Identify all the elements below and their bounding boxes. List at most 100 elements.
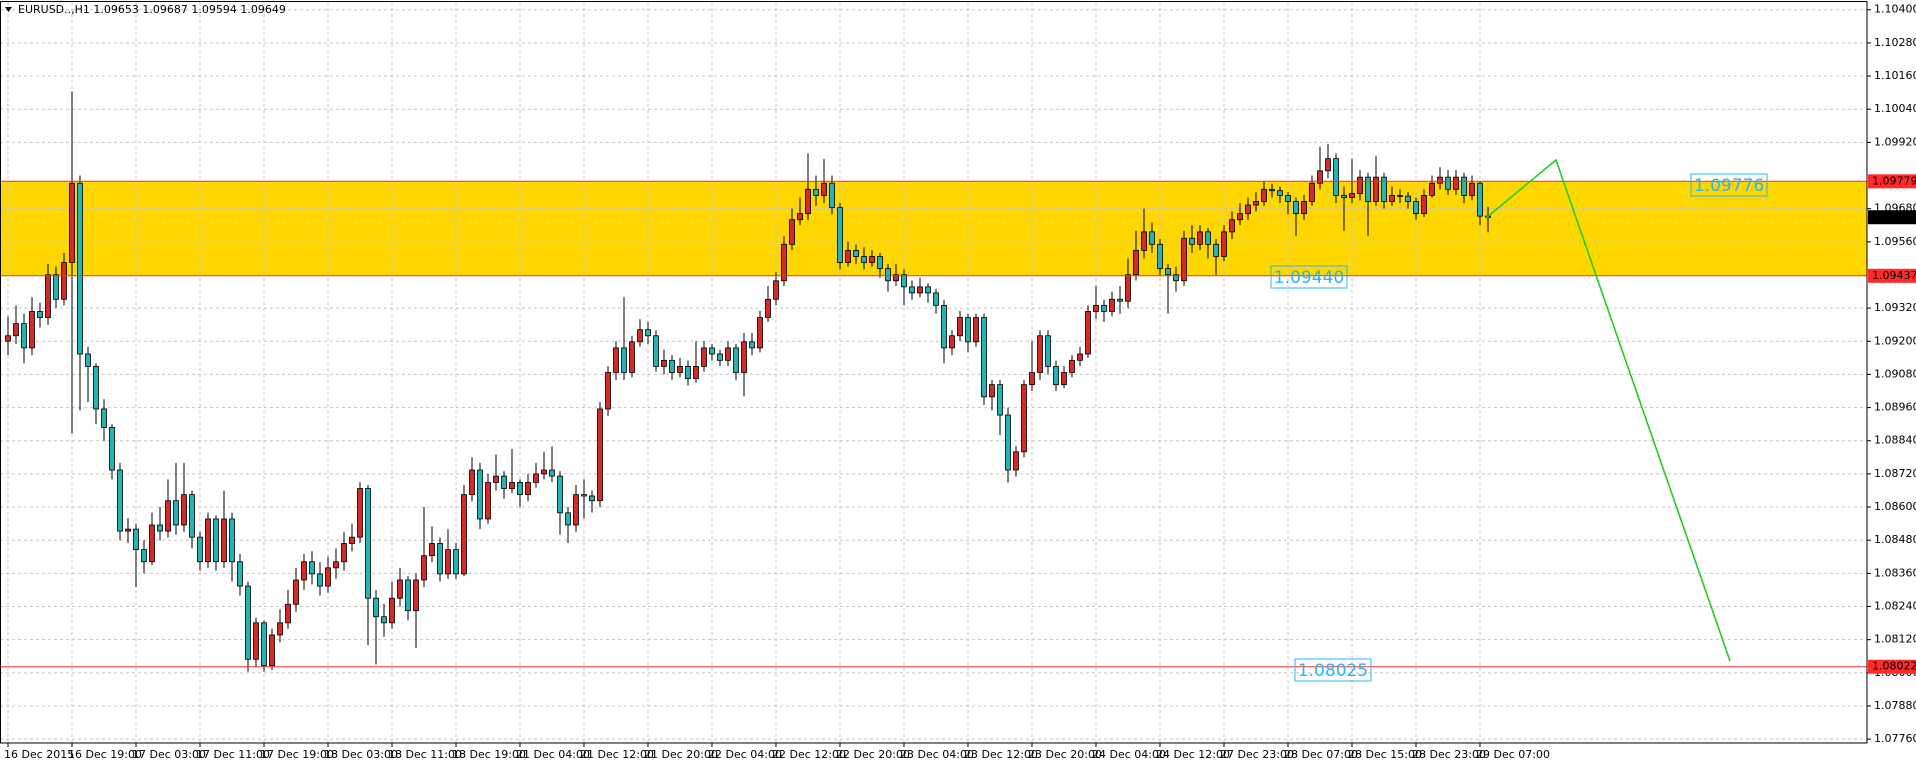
x-tick-label: 22 Dec 04:00 bbox=[708, 748, 782, 761]
annotation-box bbox=[1294, 658, 1372, 682]
candle-body bbox=[277, 622, 283, 636]
y-tick-label: 1.10400 bbox=[1874, 3, 1916, 16]
candle-body bbox=[957, 317, 963, 337]
candle-body bbox=[1189, 237, 1195, 245]
support-resistance-zone bbox=[0, 181, 1867, 276]
y-tick-label: 1.09920 bbox=[1874, 135, 1916, 148]
candle-body bbox=[389, 597, 395, 624]
candle-body bbox=[349, 536, 355, 544]
candle-body bbox=[1229, 219, 1235, 233]
candle-body bbox=[1061, 372, 1067, 386]
candle-body bbox=[1077, 353, 1083, 361]
candle-body bbox=[93, 366, 99, 410]
candle-body bbox=[821, 182, 827, 196]
candle-body bbox=[413, 579, 419, 612]
candle-body bbox=[581, 494, 587, 497]
candle-body bbox=[1269, 188, 1275, 192]
x-tick-label: 24 Dec 12:00 bbox=[1156, 748, 1230, 761]
annotation-box bbox=[1270, 265, 1348, 289]
x-tick-label: 22 Dec 12:00 bbox=[772, 748, 846, 761]
candle-body bbox=[1429, 182, 1435, 196]
candle-body bbox=[1309, 182, 1315, 202]
candle-body bbox=[629, 341, 635, 373]
candle-body bbox=[877, 256, 883, 270]
x-tick-label: 28 Dec 15:00 bbox=[1348, 748, 1422, 761]
candle-body bbox=[933, 292, 939, 306]
grid-layer bbox=[0, 2, 1867, 743]
x-tick-label: 17 Dec 19:00 bbox=[260, 748, 334, 761]
candle-body bbox=[805, 188, 811, 215]
candle-body bbox=[1173, 274, 1179, 282]
annotation-text: 1.09776 bbox=[1694, 176, 1764, 196]
candle-body bbox=[1277, 190, 1283, 196]
annotation-layer: 1.09776 1.09440 1.08025 bbox=[1270, 173, 1768, 682]
candle-body bbox=[445, 549, 451, 575]
candle-body bbox=[941, 304, 947, 349]
candle-body bbox=[661, 359, 667, 367]
candle-body bbox=[645, 329, 651, 337]
annotation-text: 1.09440 bbox=[1274, 268, 1344, 288]
candle-body bbox=[341, 543, 347, 563]
x-tick-label: 16 Dec 2015 bbox=[4, 748, 74, 761]
candle-body bbox=[485, 482, 491, 520]
candle-body bbox=[845, 249, 851, 263]
candle-body bbox=[173, 500, 179, 526]
y-tick-label: 1.09080 bbox=[1874, 367, 1916, 380]
candle-body bbox=[85, 353, 91, 367]
candle-body bbox=[1037, 335, 1043, 373]
candle-body bbox=[765, 298, 771, 318]
candle-body bbox=[317, 573, 323, 587]
candle-body bbox=[1285, 195, 1291, 202]
candle-body bbox=[229, 518, 235, 563]
candle-body bbox=[685, 366, 691, 379]
candle-body bbox=[781, 243, 787, 282]
candle-body bbox=[1213, 243, 1219, 257]
candle-body bbox=[973, 317, 979, 343]
candle-body bbox=[421, 555, 427, 581]
candle-body bbox=[253, 622, 259, 660]
candle-body bbox=[245, 585, 251, 660]
candle-body bbox=[365, 488, 371, 599]
candle-body bbox=[981, 317, 987, 398]
candle-body bbox=[533, 473, 539, 483]
candle-body bbox=[101, 408, 107, 428]
candle-body bbox=[61, 262, 67, 300]
candle-body bbox=[325, 567, 331, 587]
candle-body bbox=[901, 274, 907, 288]
candle-body bbox=[909, 286, 915, 294]
candle-body bbox=[13, 323, 19, 337]
menu-arrow bbox=[5, 7, 12, 12]
candle-body bbox=[1469, 182, 1475, 196]
candle-body bbox=[1181, 237, 1187, 282]
candle-body bbox=[1437, 176, 1443, 184]
candle-body bbox=[549, 469, 555, 477]
level-label: 1.09779 bbox=[1872, 174, 1916, 187]
candle-body bbox=[109, 427, 115, 471]
candle-body bbox=[437, 543, 443, 575]
candle-body bbox=[1445, 176, 1451, 190]
x-tick-label: 18 Dec 19:00 bbox=[452, 748, 526, 761]
y-tick-label: 1.10160 bbox=[1874, 69, 1916, 82]
candle-body bbox=[165, 500, 171, 532]
candle-body bbox=[733, 347, 739, 373]
candle-body bbox=[1293, 201, 1299, 215]
candle-body bbox=[677, 366, 683, 373]
candle-body bbox=[693, 366, 699, 379]
candle-body bbox=[1093, 304, 1099, 312]
x-tick-label: 22 Dec 20:00 bbox=[836, 748, 910, 761]
candle-body bbox=[261, 622, 267, 667]
candle-body bbox=[1397, 195, 1403, 197]
candle-body bbox=[885, 268, 891, 282]
candle-body bbox=[597, 408, 603, 502]
x-tick-label: 24 Dec 04:00 bbox=[1092, 748, 1166, 761]
x-tick-label: 21 Dec 04:00 bbox=[516, 748, 590, 761]
x-tick-label: 16 Dec 19:00 bbox=[68, 748, 142, 761]
candle-body bbox=[429, 543, 435, 557]
candle-body bbox=[637, 329, 643, 343]
candle-body bbox=[53, 274, 59, 300]
candle-body bbox=[509, 482, 515, 489]
candle-body bbox=[1109, 298, 1115, 312]
candle-body bbox=[1069, 359, 1075, 373]
